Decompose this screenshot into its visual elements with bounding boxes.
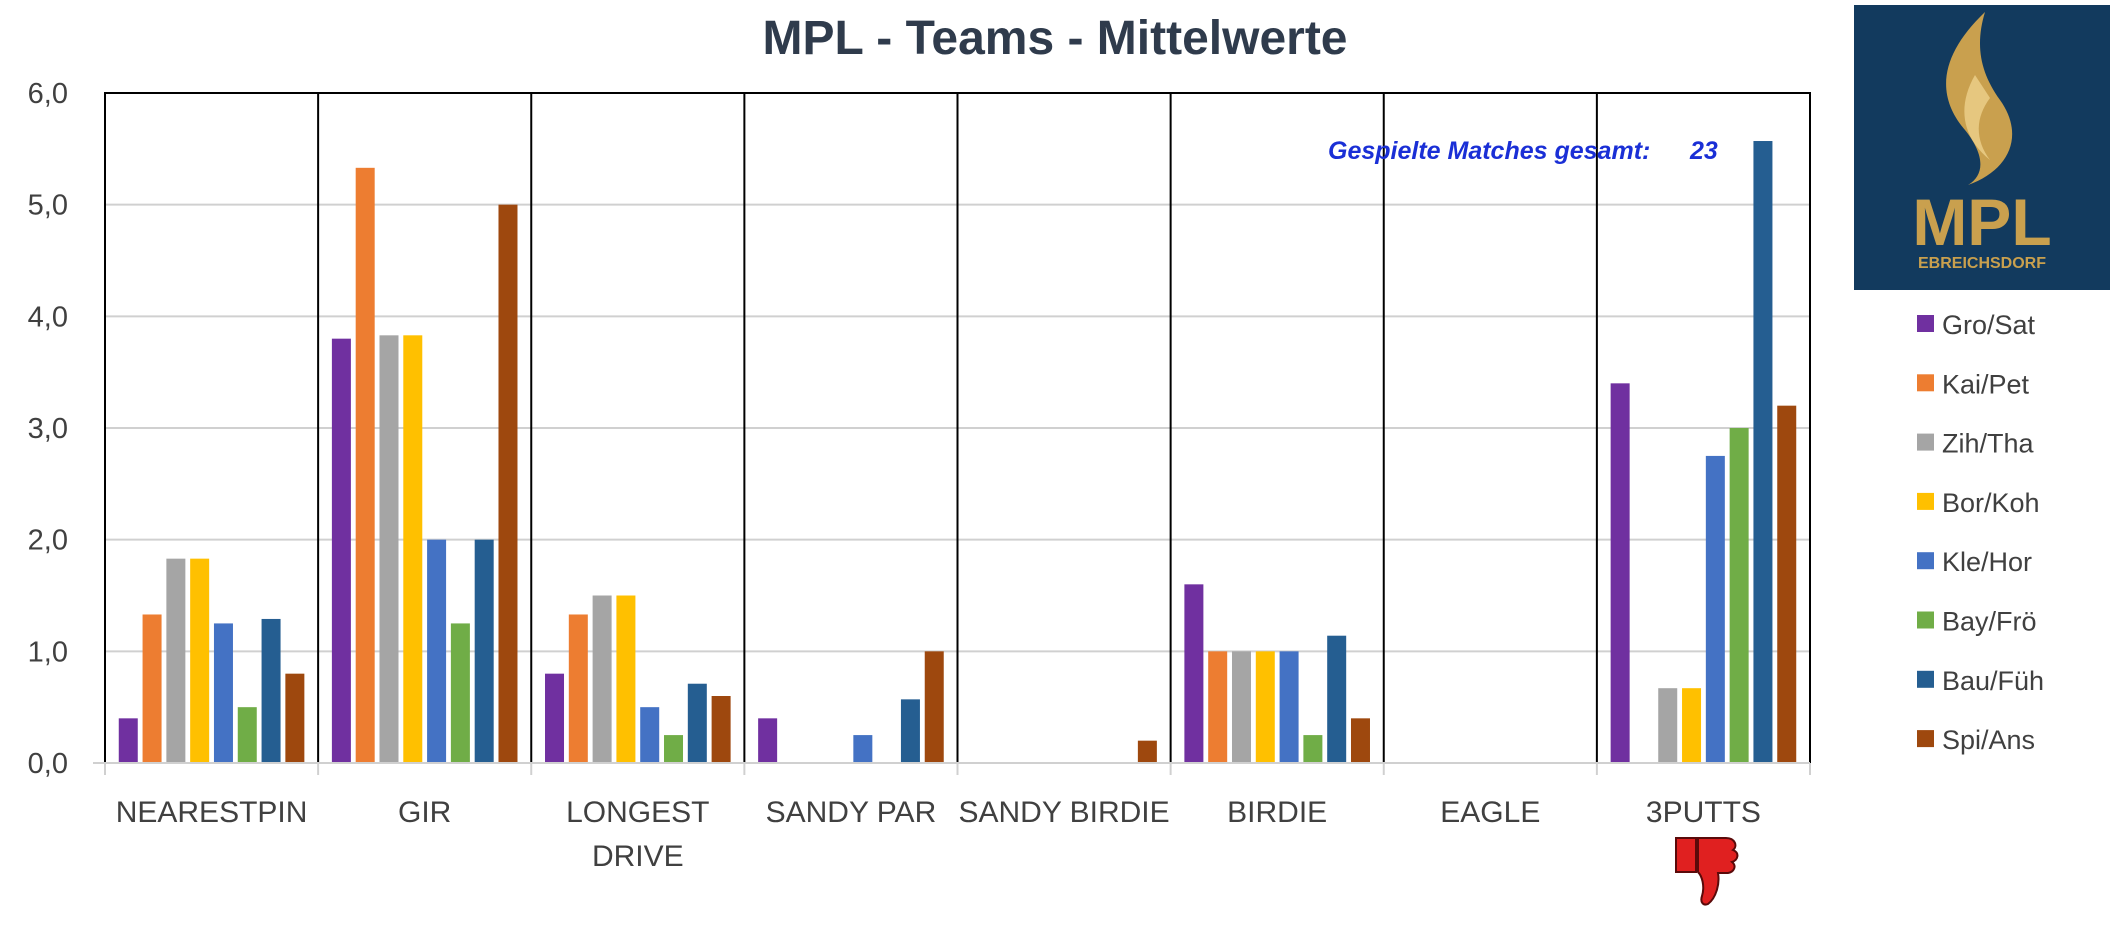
legend-label: Gro/Sat bbox=[1942, 310, 2036, 340]
y-tick-label: 3,0 bbox=[28, 413, 68, 445]
y-tick-label: 6,0 bbox=[28, 78, 68, 110]
bar bbox=[1610, 383, 1630, 763]
bar bbox=[1682, 688, 1702, 763]
legend-item: Gro/Sat bbox=[1917, 310, 2036, 340]
bar bbox=[498, 204, 518, 763]
bar bbox=[758, 718, 778, 763]
flame-icon bbox=[1946, 12, 2013, 185]
legend-swatch bbox=[1917, 730, 1934, 748]
bar bbox=[640, 707, 660, 763]
legend-item: Zih/Tha bbox=[1917, 429, 2035, 459]
matches-value: 23 bbox=[1689, 137, 1718, 165]
bar bbox=[450, 623, 470, 763]
y-tick-label: 4,0 bbox=[28, 301, 68, 333]
thumbs-down-icon bbox=[1675, 837, 1739, 906]
bar bbox=[1327, 635, 1347, 763]
bar bbox=[1208, 651, 1228, 763]
bar bbox=[213, 623, 233, 763]
bar bbox=[237, 707, 257, 763]
bar bbox=[1279, 651, 1299, 763]
x-tick-label: EAGLE bbox=[1440, 796, 1540, 829]
bar bbox=[616, 595, 636, 763]
bar bbox=[664, 735, 684, 763]
bar bbox=[331, 338, 351, 763]
legend-item: Kai/Pet bbox=[1917, 369, 2030, 399]
logo: MPL EBREICHSDORF bbox=[1854, 5, 2110, 290]
bar bbox=[118, 718, 138, 763]
legend-item: Bau/Füh bbox=[1917, 666, 2044, 696]
legend-label: Bau/Füh bbox=[1942, 666, 2044, 696]
bars bbox=[118, 141, 1797, 764]
bar bbox=[1350, 718, 1370, 763]
legend-item: Bor/Koh bbox=[1917, 488, 2040, 518]
bar bbox=[924, 651, 944, 763]
bar bbox=[568, 614, 588, 763]
x-axis: NEARESTPIN GIR LONGEST DRIVE SANDY PAR SANDY … bbox=[116, 796, 1761, 873]
legend-swatch bbox=[1917, 492, 1934, 510]
bar bbox=[474, 539, 494, 763]
x-tick-label: 3PUTTS bbox=[1646, 796, 1761, 829]
bar bbox=[1255, 651, 1275, 763]
legend-swatch bbox=[1917, 433, 1934, 451]
bar bbox=[427, 539, 447, 763]
legend-swatch bbox=[1917, 670, 1934, 688]
chart-title: MPL - Teams - Mittelwerte bbox=[763, 12, 1348, 65]
legend-label: Kai/Pet bbox=[1942, 369, 2030, 399]
bar bbox=[1658, 688, 1678, 763]
bar bbox=[285, 673, 305, 763]
legend-item: Kle/Hor bbox=[1917, 547, 2032, 577]
legend-item: Bay/Frö bbox=[1917, 607, 2037, 637]
matches-label: Gespielte Matches gesamt: bbox=[1328, 137, 1650, 165]
y-tick-label: 2,0 bbox=[28, 525, 68, 557]
legend-item: Spi/Ans bbox=[1917, 725, 2035, 755]
y-tick-label: 5,0 bbox=[28, 190, 68, 222]
bar bbox=[355, 167, 375, 764]
bar bbox=[853, 735, 873, 763]
legend: Gro/Sat Kai/Pet Zih/Tha Bor/Koh Kle/Hor Bay/F… bbox=[1917, 310, 2044, 755]
bar bbox=[142, 614, 162, 763]
legend-label: Bor/Koh bbox=[1942, 488, 2040, 518]
legend-label: Zih/Tha bbox=[1942, 429, 2035, 459]
legend-swatch bbox=[1917, 552, 1934, 570]
x-tick-label: SANDY BIRDIE bbox=[958, 796, 1169, 829]
bar bbox=[261, 618, 281, 763]
bar bbox=[687, 683, 707, 763]
bar bbox=[166, 558, 186, 763]
legend-swatch bbox=[1917, 374, 1934, 392]
x-tick-label: GIR bbox=[398, 796, 451, 829]
y-axis: 0,0 1,0 2,0 3,0 4,0 5,0 6,0 bbox=[28, 78, 68, 780]
bar bbox=[1231, 651, 1251, 763]
legend-swatch bbox=[1917, 611, 1934, 629]
bar bbox=[379, 335, 399, 763]
legend-label: Bay/Frö bbox=[1942, 607, 2037, 637]
logo-brand: MPL bbox=[1912, 185, 2051, 259]
bar bbox=[711, 696, 731, 763]
x-tick-label: NEARESTPIN bbox=[116, 796, 308, 829]
bar bbox=[1729, 428, 1749, 763]
matches-annotation: Gespielte Matches gesamt: 23 bbox=[1328, 137, 1718, 165]
x-tick-label: LONGEST DRIVE bbox=[566, 796, 709, 873]
y-tick-label: 1,0 bbox=[28, 636, 68, 668]
bar bbox=[1777, 405, 1797, 763]
bar bbox=[592, 595, 612, 763]
bar bbox=[190, 558, 210, 763]
bar bbox=[1303, 735, 1323, 763]
legend-label: Kle/Hor bbox=[1942, 547, 2032, 577]
bar bbox=[1184, 584, 1204, 763]
bar bbox=[1705, 455, 1725, 763]
bar bbox=[900, 699, 920, 763]
x-tick-label: BIRDIE bbox=[1227, 796, 1327, 829]
bar bbox=[1137, 740, 1157, 763]
x-tick-label: SANDY PAR bbox=[766, 796, 937, 829]
bar bbox=[403, 335, 423, 763]
y-tick-label: 0,0 bbox=[28, 748, 68, 780]
plot-frame bbox=[93, 92, 1811, 775]
bar bbox=[1753, 141, 1773, 763]
logo-subtitle: EBREICHSDORF bbox=[1918, 255, 2046, 272]
legend-swatch bbox=[1917, 315, 1934, 332]
bar bbox=[545, 673, 565, 763]
legend-label: Spi/Ans bbox=[1942, 725, 2035, 755]
